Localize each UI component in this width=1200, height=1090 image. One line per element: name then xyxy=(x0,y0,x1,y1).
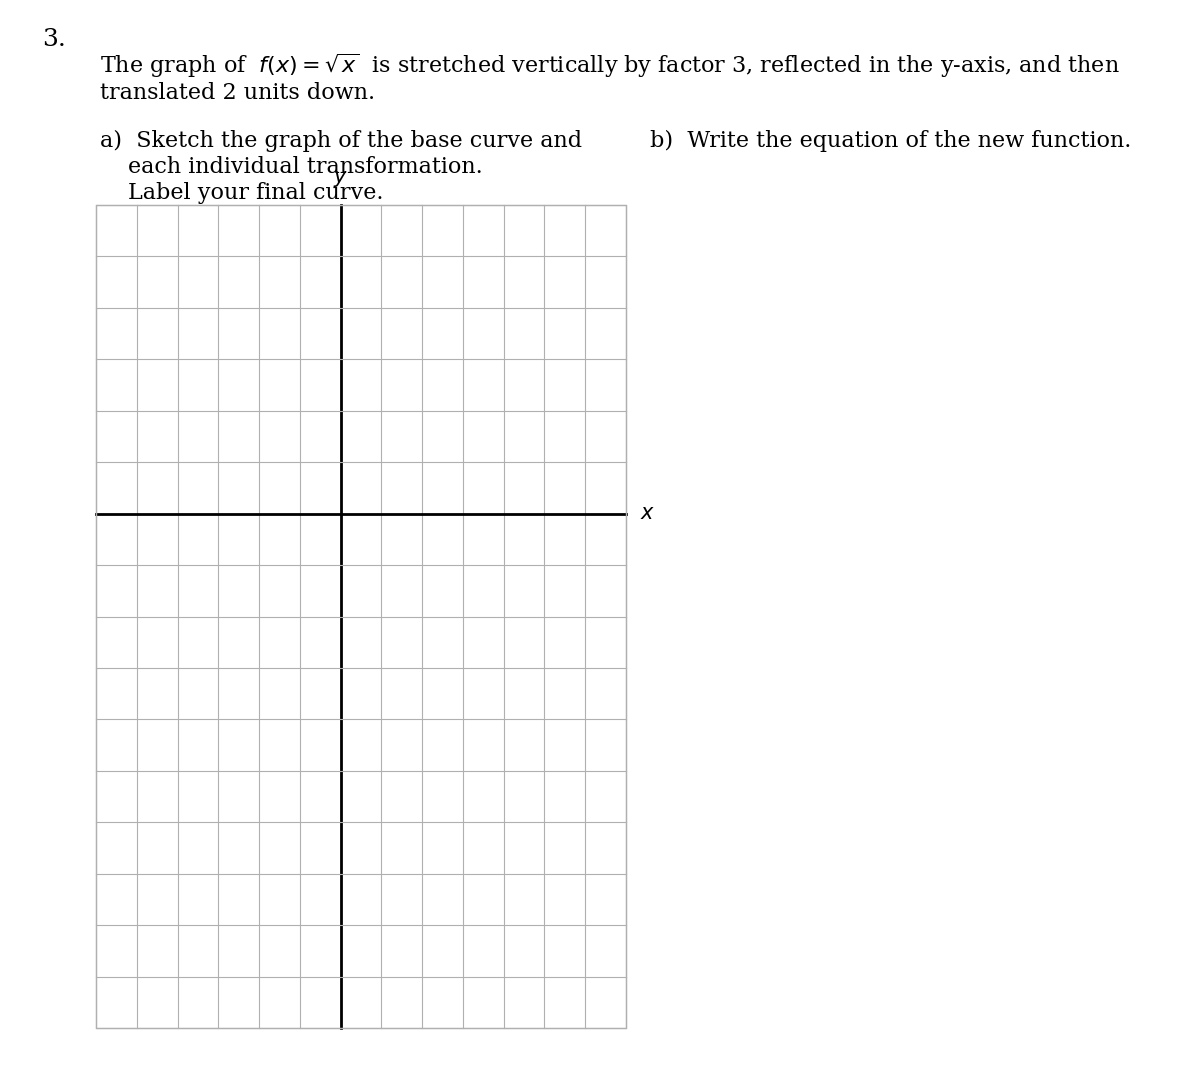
Text: Label your final curve.: Label your final curve. xyxy=(128,182,384,204)
Text: 3.: 3. xyxy=(42,28,66,51)
Text: translated 2 units down.: translated 2 units down. xyxy=(100,82,376,104)
Text: a)  Sketch the graph of the base curve and: a) Sketch the graph of the base curve an… xyxy=(100,130,582,153)
Bar xyxy=(96,205,626,1028)
Text: $y$: $y$ xyxy=(334,169,348,189)
Text: b)  Write the equation of the new function.: b) Write the equation of the new functio… xyxy=(650,130,1132,153)
Text: The graph of  $f(x)=\sqrt{x}$  is stretched vertically by factor 3, reflected in: The graph of $f(x)=\sqrt{x}$ is stretche… xyxy=(100,52,1120,81)
Text: $x$: $x$ xyxy=(640,504,655,523)
Bar xyxy=(96,205,626,1028)
Text: each individual transformation.: each individual transformation. xyxy=(128,156,482,178)
